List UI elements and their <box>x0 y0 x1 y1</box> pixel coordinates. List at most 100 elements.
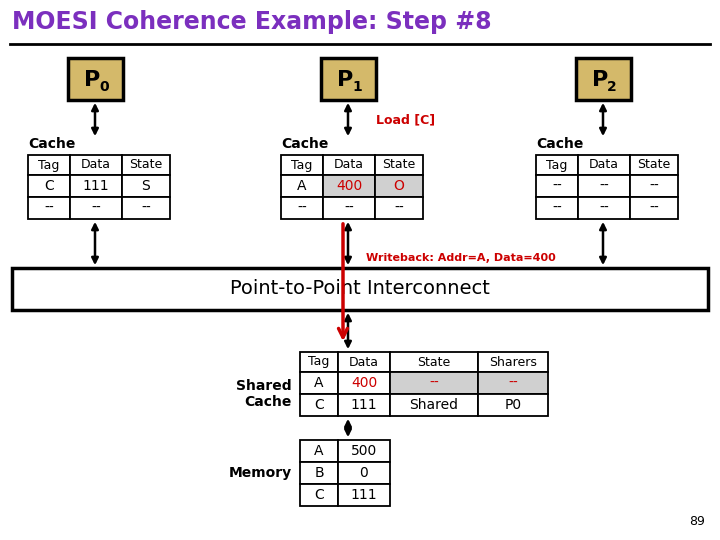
Text: Tag: Tag <box>546 159 567 172</box>
Text: 0: 0 <box>99 80 109 94</box>
Text: Tag: Tag <box>308 355 330 368</box>
Text: Tag: Tag <box>38 159 60 172</box>
Bar <box>300 440 338 462</box>
Bar <box>321 58 376 100</box>
Text: 0: 0 <box>359 466 369 480</box>
Bar <box>70 197 122 219</box>
Text: C: C <box>314 398 324 412</box>
Text: --: -- <box>141 201 151 215</box>
Bar <box>300 352 338 372</box>
Bar <box>338 394 390 416</box>
Text: Point-to-Point Interconnect: Point-to-Point Interconnect <box>230 280 490 299</box>
Bar <box>578 155 630 175</box>
Bar <box>12 268 708 310</box>
Text: Memory: Memory <box>229 466 292 480</box>
Text: Sharers: Sharers <box>489 355 537 368</box>
Text: O: O <box>394 179 405 193</box>
Text: Data: Data <box>349 355 379 368</box>
Bar <box>375 197 423 219</box>
Text: Shared
Cache: Shared Cache <box>236 379 292 409</box>
Bar <box>300 484 338 506</box>
Bar <box>70 155 122 175</box>
Bar <box>323 155 375 175</box>
Text: State: State <box>130 159 163 172</box>
Bar <box>70 175 122 197</box>
Bar <box>536 155 578 175</box>
Text: State: State <box>637 159 670 172</box>
Text: --: -- <box>649 201 659 215</box>
Text: 400: 400 <box>336 179 362 193</box>
Bar <box>390 394 478 416</box>
Text: Cache: Cache <box>536 137 583 151</box>
Bar <box>630 175 678 197</box>
Text: P: P <box>592 70 608 90</box>
Text: Data: Data <box>589 159 619 172</box>
Text: Data: Data <box>334 159 364 172</box>
Bar <box>478 352 548 372</box>
Text: --: -- <box>508 376 518 390</box>
Bar <box>536 175 578 197</box>
Text: --: -- <box>297 201 307 215</box>
Bar <box>281 175 323 197</box>
Text: State: State <box>418 355 451 368</box>
Bar <box>536 197 578 219</box>
Bar <box>478 394 548 416</box>
Text: --: -- <box>44 201 54 215</box>
Bar <box>338 462 390 484</box>
Text: A: A <box>314 376 324 390</box>
Bar <box>300 372 338 394</box>
Text: 500: 500 <box>351 444 377 458</box>
Text: --: -- <box>599 179 609 193</box>
Text: A: A <box>297 179 307 193</box>
Bar <box>375 175 423 197</box>
Bar <box>281 197 323 219</box>
Text: C: C <box>44 179 54 193</box>
Text: P: P <box>337 70 353 90</box>
Text: C: C <box>314 488 324 502</box>
Text: --: -- <box>649 179 659 193</box>
Text: 89: 89 <box>689 515 705 528</box>
Text: --: -- <box>344 201 354 215</box>
Text: --: -- <box>552 179 562 193</box>
Bar <box>390 352 478 372</box>
Bar <box>28 197 70 219</box>
Bar <box>323 175 375 197</box>
Text: Cache: Cache <box>28 137 76 151</box>
Bar <box>478 372 548 394</box>
Text: 111: 111 <box>351 488 377 502</box>
Text: P0: P0 <box>505 398 521 412</box>
Bar <box>122 175 170 197</box>
Bar <box>338 484 390 506</box>
Text: P: P <box>84 70 100 90</box>
Bar <box>630 155 678 175</box>
Text: Cache: Cache <box>281 137 328 151</box>
Text: A: A <box>314 444 324 458</box>
Bar <box>338 372 390 394</box>
Bar <box>68 58 123 100</box>
Text: 2: 2 <box>607 80 617 94</box>
Text: 111: 111 <box>83 179 109 193</box>
Text: Load [C]: Load [C] <box>376 113 435 126</box>
Bar <box>300 462 338 484</box>
Text: State: State <box>382 159 415 172</box>
Text: S: S <box>142 179 150 193</box>
Text: 1: 1 <box>352 80 362 94</box>
Text: Data: Data <box>81 159 111 172</box>
Bar <box>338 440 390 462</box>
Text: 400: 400 <box>351 376 377 390</box>
Bar <box>630 197 678 219</box>
Bar <box>375 155 423 175</box>
Text: Writeback: Addr=A, Data=400: Writeback: Addr=A, Data=400 <box>366 253 556 263</box>
Text: MOESI Coherence Example: Step #8: MOESI Coherence Example: Step #8 <box>12 10 492 34</box>
Text: --: -- <box>394 201 404 215</box>
Text: Tag: Tag <box>292 159 312 172</box>
Text: --: -- <box>599 201 609 215</box>
Bar <box>28 155 70 175</box>
Bar <box>576 58 631 100</box>
Text: --: -- <box>429 376 439 390</box>
Text: 111: 111 <box>351 398 377 412</box>
Bar <box>578 197 630 219</box>
Bar <box>390 372 478 394</box>
Bar <box>122 197 170 219</box>
Bar <box>338 352 390 372</box>
